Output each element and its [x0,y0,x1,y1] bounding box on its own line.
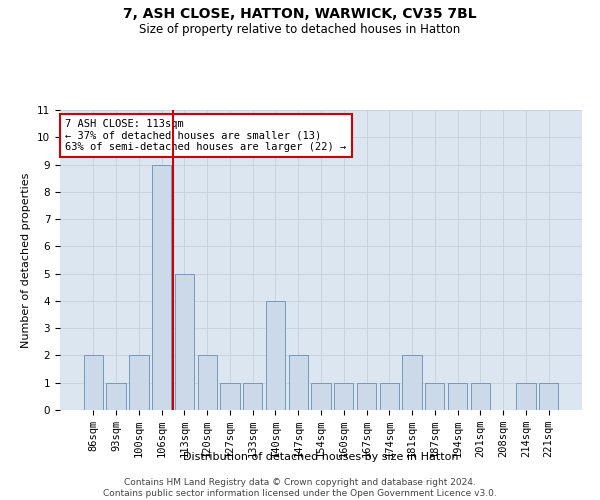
Text: Contains HM Land Registry data © Crown copyright and database right 2024.
Contai: Contains HM Land Registry data © Crown c… [103,478,497,498]
Bar [539,382,558,410]
Bar [175,274,194,410]
Bar [266,301,285,410]
Bar [380,382,399,410]
Bar [289,356,308,410]
Bar [220,382,239,410]
Y-axis label: Number of detached properties: Number of detached properties [22,172,31,348]
Bar [311,382,331,410]
Bar [425,382,445,410]
Text: 7, ASH CLOSE, HATTON, WARWICK, CV35 7BL: 7, ASH CLOSE, HATTON, WARWICK, CV35 7BL [123,8,477,22]
Bar [448,382,467,410]
Bar [357,382,376,410]
Bar [129,356,149,410]
Text: Size of property relative to detached houses in Hatton: Size of property relative to detached ho… [139,22,461,36]
Bar [197,356,217,410]
Bar [152,164,172,410]
Bar [334,382,353,410]
Text: 7 ASH CLOSE: 113sqm
← 37% of detached houses are smaller (13)
63% of semi-detach: 7 ASH CLOSE: 113sqm ← 37% of detached ho… [65,119,346,152]
Bar [243,382,262,410]
Bar [403,356,422,410]
Bar [470,382,490,410]
Text: Distribution of detached houses by size in Hatton: Distribution of detached houses by size … [183,452,459,462]
Bar [516,382,536,410]
Bar [84,356,103,410]
Bar [106,382,126,410]
